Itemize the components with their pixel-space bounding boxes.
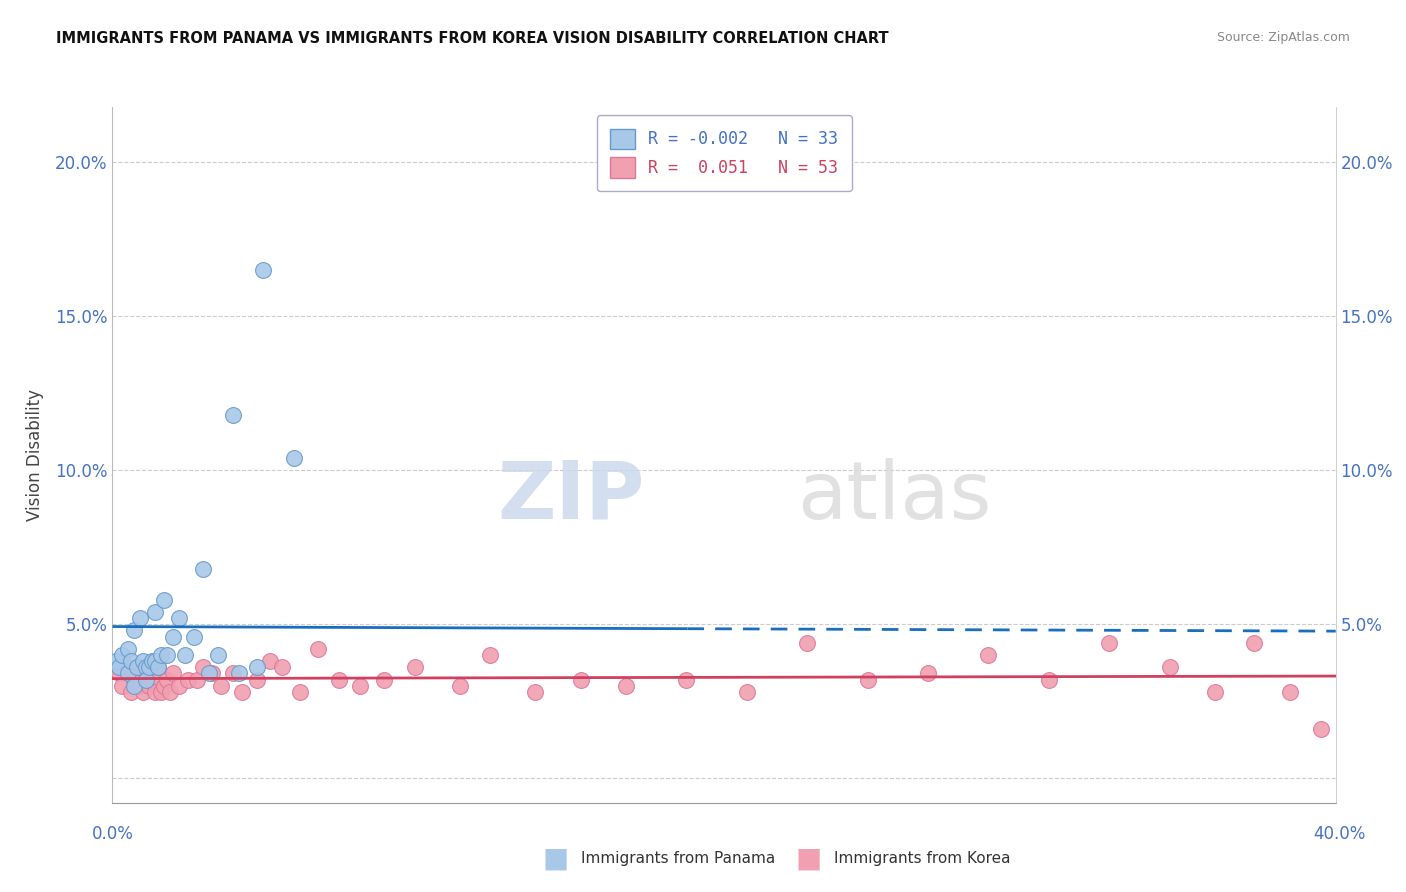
Point xyxy=(146,660,169,674)
Text: Immigrants from Panama: Immigrants from Panama xyxy=(581,851,775,865)
Point xyxy=(149,648,172,662)
Text: Source: ZipAtlas.com: Source: ZipAtlas.com xyxy=(1216,31,1350,45)
Text: 40.0%: 40.0% xyxy=(1313,825,1367,843)
Point xyxy=(222,666,245,681)
Point xyxy=(153,679,176,693)
Point xyxy=(138,679,160,693)
Point xyxy=(156,648,179,662)
Point xyxy=(207,648,229,662)
Point xyxy=(153,592,176,607)
Point xyxy=(135,673,157,687)
Point xyxy=(167,679,190,693)
Text: ■: ■ xyxy=(543,844,568,872)
Point xyxy=(135,666,157,681)
Point xyxy=(174,648,197,662)
Point xyxy=(222,408,245,422)
Point xyxy=(524,685,547,699)
Point xyxy=(128,679,150,693)
Point xyxy=(201,666,224,681)
Point xyxy=(117,660,139,674)
Point xyxy=(167,611,190,625)
Text: Immigrants from Korea: Immigrants from Korea xyxy=(834,851,1011,865)
Point xyxy=(917,666,939,681)
Point xyxy=(162,630,184,644)
Y-axis label: Vision Disability: Vision Disability xyxy=(25,389,44,521)
Point xyxy=(117,666,139,681)
Point xyxy=(246,673,269,687)
Point xyxy=(104,654,127,668)
Point xyxy=(110,679,132,693)
Point xyxy=(1098,636,1121,650)
Point xyxy=(120,685,142,699)
Point xyxy=(191,562,214,576)
Point xyxy=(159,685,181,699)
Point xyxy=(328,673,350,687)
Point xyxy=(614,679,637,693)
Point xyxy=(143,605,166,619)
Point xyxy=(856,673,879,687)
Legend: R = -0.002   N = 33, R =  0.051   N = 53: R = -0.002 N = 33, R = 0.051 N = 53 xyxy=(596,115,852,191)
Text: atlas: atlas xyxy=(797,458,991,536)
Text: 0.0%: 0.0% xyxy=(91,825,134,843)
Point xyxy=(122,673,145,687)
Point xyxy=(120,654,142,668)
Point xyxy=(449,679,471,693)
Point xyxy=(231,685,253,699)
Point xyxy=(259,654,281,668)
Point xyxy=(138,660,160,674)
Point xyxy=(131,654,153,668)
Point xyxy=(131,685,153,699)
Point xyxy=(149,685,172,699)
Point xyxy=(209,679,232,693)
Point xyxy=(107,660,129,674)
Point xyxy=(1038,673,1060,687)
Point xyxy=(110,648,132,662)
Point xyxy=(141,654,163,668)
Point xyxy=(125,660,148,674)
Point xyxy=(246,660,269,674)
Point xyxy=(1279,685,1302,699)
Point xyxy=(191,660,214,674)
Point xyxy=(349,679,371,693)
Point xyxy=(122,624,145,638)
Point xyxy=(479,648,502,662)
Point xyxy=(228,666,250,681)
Point xyxy=(977,648,1000,662)
Point xyxy=(183,630,205,644)
Point xyxy=(156,673,179,687)
Point xyxy=(141,673,163,687)
Point xyxy=(404,660,426,674)
Point xyxy=(252,263,274,277)
Text: ■: ■ xyxy=(796,844,821,872)
Point xyxy=(1159,660,1181,674)
Point xyxy=(146,660,169,674)
Point xyxy=(177,673,200,687)
Point xyxy=(143,685,166,699)
Point xyxy=(117,641,139,656)
Point xyxy=(569,673,592,687)
Point xyxy=(283,450,305,465)
Point xyxy=(162,666,184,681)
Text: ZIP: ZIP xyxy=(498,458,644,536)
Point xyxy=(143,654,166,668)
Point xyxy=(1309,722,1331,736)
Point xyxy=(107,666,129,681)
Point xyxy=(270,660,292,674)
Point xyxy=(735,685,758,699)
Point xyxy=(122,679,145,693)
Point xyxy=(307,641,329,656)
Text: IMMIGRANTS FROM PANAMA VS IMMIGRANTS FROM KOREA VISION DISABILITY CORRELATION CH: IMMIGRANTS FROM PANAMA VS IMMIGRANTS FRO… xyxy=(56,31,889,46)
Point xyxy=(796,636,818,650)
Point xyxy=(125,660,148,674)
Point xyxy=(135,660,157,674)
Point xyxy=(1204,685,1226,699)
Point xyxy=(373,673,395,687)
Point xyxy=(675,673,697,687)
Point xyxy=(288,685,311,699)
Point xyxy=(186,673,208,687)
Point xyxy=(128,611,150,625)
Point xyxy=(1243,636,1265,650)
Point xyxy=(198,666,221,681)
